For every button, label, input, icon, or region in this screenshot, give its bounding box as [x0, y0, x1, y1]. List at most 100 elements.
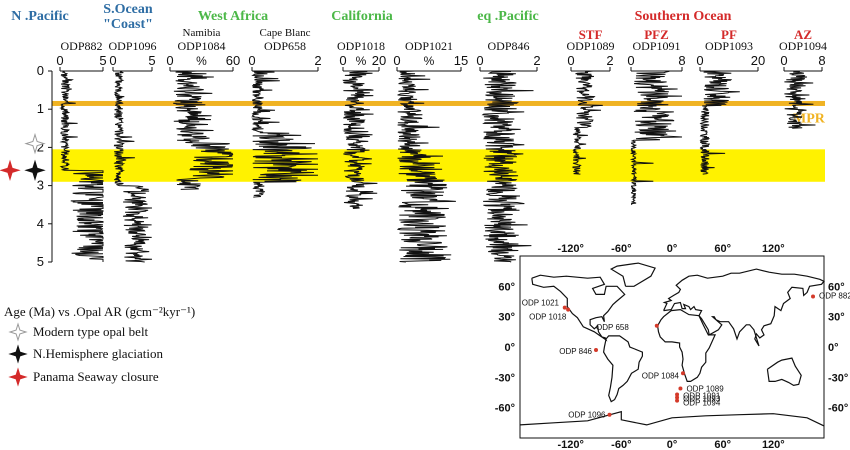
region-header-line: "Coast": [103, 17, 153, 32]
site-label: ODP 882: [819, 291, 850, 300]
site-name-odp846: ODP846: [487, 39, 529, 53]
top-tick-label: 8: [818, 53, 825, 68]
axis-unit: %: [424, 54, 435, 68]
site-label: ODP 1021: [522, 299, 560, 308]
mpr-label: MPR: [793, 111, 826, 126]
black-star-icon: [8, 344, 28, 364]
site-name-odp658: ODP658: [264, 39, 306, 53]
map-left-tick: 30°: [498, 312, 515, 324]
top-tick-label: 15: [454, 53, 468, 68]
site-marker: [680, 371, 685, 376]
map-left-tick: 0°: [504, 342, 515, 354]
glaciation-band: [52, 149, 825, 182]
legend-item-label: N.Hemisphere glaciation: [33, 346, 163, 361]
series-line-odp1094: [784, 70, 816, 129]
red-star-icon: [0, 159, 21, 182]
background-layer: MPR: [52, 100, 826, 182]
mpr-line: [52, 100, 825, 106]
legend-item-label: Panama Seaway closure: [33, 369, 159, 384]
red-star-icon: [8, 367, 28, 387]
site-label: ODP 658: [596, 323, 629, 332]
site-label: ODP 1094: [683, 399, 721, 408]
site-label: ODP 1096: [568, 411, 606, 420]
series-line-odp1091: [629, 70, 683, 206]
map-top-tick: -60°: [611, 243, 631, 255]
site-label: ODP 1091: [683, 392, 721, 401]
map-top-tick: -120°: [557, 243, 583, 255]
age-tick-label: 5: [37, 254, 44, 269]
region-header: N .Pacific: [11, 9, 69, 24]
region-sublabel: Cape Blanc: [259, 27, 310, 39]
series-line-odp1018: [342, 70, 378, 209]
map-right-tick: 0°: [828, 342, 839, 354]
map-bottom-tick: 0°: [667, 439, 678, 450]
site-marker: [811, 294, 816, 299]
age-tick-label: 2: [37, 139, 44, 154]
site-marker: [594, 348, 598, 353]
series-line-odp1096: [113, 70, 153, 263]
map-bottom-tick: 60°: [714, 439, 731, 450]
legend-item-label: Modern type opal belt: [33, 324, 149, 339]
site-marker: [607, 412, 612, 417]
axis-caption: Age (Ma) vs .Opal AR (gcm⁻²kyr⁻¹): [4, 304, 195, 319]
series-line-odp846: [481, 70, 534, 263]
series-line-odp1093: [699, 70, 740, 175]
site-label: ODP 846: [559, 347, 592, 356]
map-top-tick: 0°: [667, 243, 678, 255]
region-sublabel: PFZ: [644, 27, 669, 42]
top-tick-label: 0: [56, 53, 63, 68]
series-line-odp1021: [396, 70, 456, 263]
region-sublabel: PF: [721, 27, 737, 42]
site-name-odp1021: ODP1021: [405, 39, 453, 53]
series-line-odp882: [59, 70, 104, 262]
series-line-odp1084: [173, 70, 234, 190]
map-right-tick: 60°: [828, 281, 845, 293]
age-tick-label: 4: [37, 216, 44, 231]
map-left-tick: -60°: [495, 403, 515, 415]
map-right-tick: 30°: [828, 312, 845, 324]
top-tick-label: 0: [109, 53, 116, 68]
site-marker: [654, 323, 659, 328]
top-tick-label: 0: [780, 53, 787, 68]
top-tick-label: 2: [533, 53, 540, 68]
top-tick-label: 0: [393, 53, 400, 68]
top-tick-label: 0: [696, 53, 703, 68]
map-bottom-tick: -120°: [557, 439, 583, 450]
region-header-line: S.Ocean: [103, 2, 153, 17]
legend-layer: Age (Ma) vs .Opal AR (gcm⁻²kyr⁻¹) Modern …: [0, 132, 195, 387]
top-tick-label: 20: [751, 53, 765, 68]
region-sublabel: AZ: [794, 27, 812, 42]
map-left-tick: 60°: [498, 281, 515, 293]
coastline: [657, 308, 717, 382]
series-line-odp1089: [572, 70, 603, 175]
outline-star-icon: [24, 132, 46, 155]
region-sublabel: STF: [579, 27, 603, 42]
coastline: [602, 335, 643, 403]
region-header: S.Ocean "Coast": [103, 2, 153, 32]
top-tick-label: 5: [148, 53, 155, 68]
top-tick-label: 5: [99, 53, 106, 68]
top-tick-label: 0: [627, 53, 634, 68]
site-label: ODP 1084: [642, 371, 680, 380]
top-tick-label: 8: [678, 53, 685, 68]
site-label: ODP 1089: [686, 384, 724, 393]
records-layer: [59, 70, 816, 263]
top-tick-label: 60: [226, 53, 240, 68]
map-frame: [519, 255, 825, 439]
age-tick-label: 1: [37, 101, 44, 116]
top-tick-label: 0: [567, 53, 574, 68]
map-right-tick: -30°: [828, 372, 848, 384]
site-name-odp1096: ODP1096: [108, 39, 156, 53]
site-marker: [675, 395, 680, 400]
site-map: -120° -60° 0° 60° 120° -120° -60° 0° 60° 120° 60° 3…: [495, 243, 850, 450]
coastline: [519, 410, 825, 427]
site-marker: [675, 392, 680, 397]
site-name-odp1093: ODP1093: [705, 39, 753, 53]
site-name-odp1084: ODP1084: [177, 39, 225, 53]
site-label: ODP 1093: [683, 395, 721, 404]
axis-unit: %: [196, 54, 207, 68]
site-name-odp1018: ODP1018: [337, 39, 385, 53]
